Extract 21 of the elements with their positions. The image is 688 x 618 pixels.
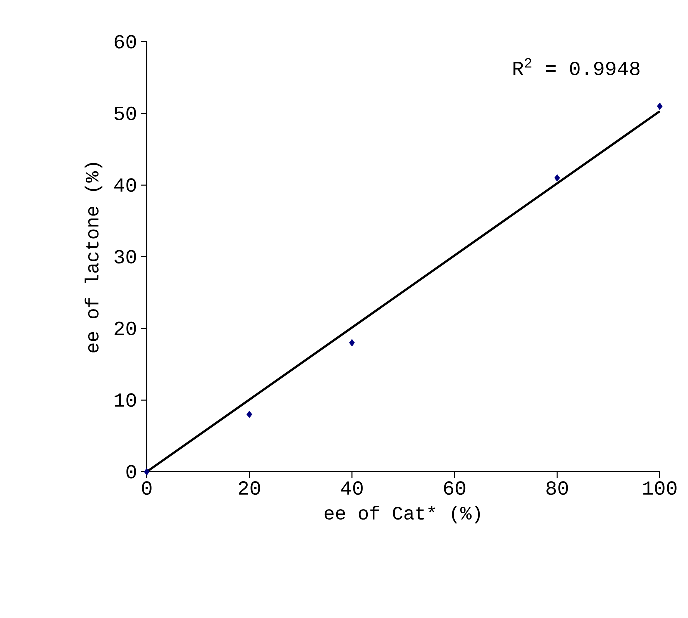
point: [349, 339, 356, 347]
y-tick-label: 30: [114, 250, 136, 264]
y-tick-label: 50: [114, 106, 136, 120]
annotation: R$^{2}$ = 0.9948: [514, 58, 640, 76]
point: [657, 102, 663, 110]
y-tick-label: 40: [114, 178, 136, 192]
y-tick-label: 0: [126, 465, 136, 479]
x-tick-label: 80: [546, 482, 568, 496]
x-axis-title: ee of Cat* (%): [324, 506, 480, 524]
y-tick-label: 60: [114, 35, 136, 49]
x-tick-label: 40: [341, 482, 363, 496]
point: [144, 468, 150, 476]
y-tick-label: 10: [114, 394, 136, 408]
x-tick-label: 100: [643, 482, 677, 496]
y-axis-title: ee of lactone (%): [84, 163, 103, 353]
x-tick-label: 20: [239, 482, 260, 496]
x-tick-label: 0: [142, 482, 152, 496]
y-tick-label: 20: [114, 322, 136, 336]
point: [246, 410, 252, 418]
x-tick-label: 60: [444, 482, 466, 496]
point: [554, 174, 560, 182]
